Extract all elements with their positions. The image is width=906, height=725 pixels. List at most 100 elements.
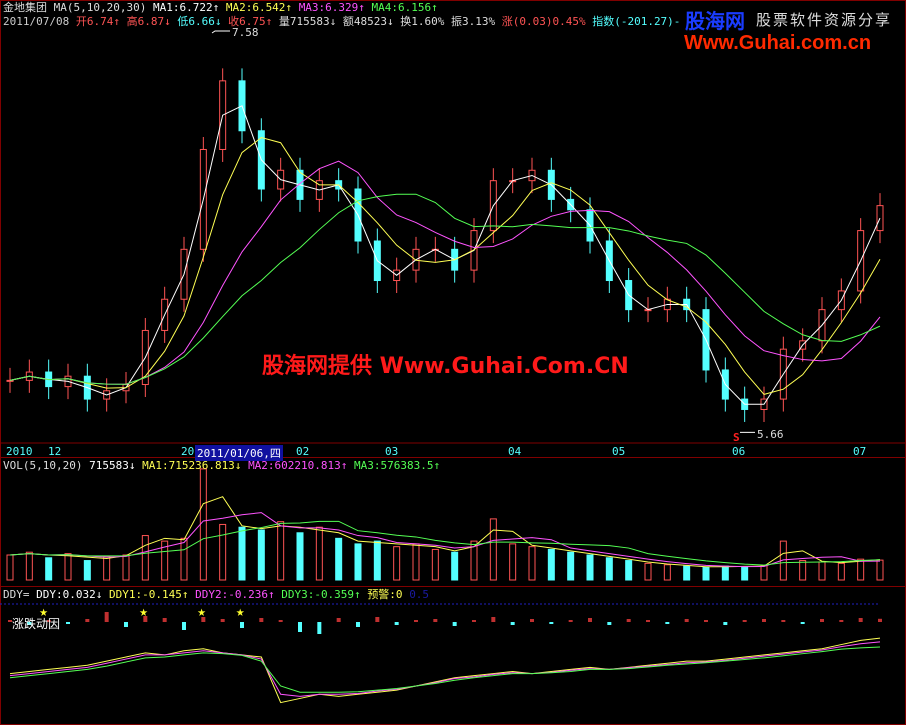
ddy-bar	[356, 622, 360, 627]
volume-bar	[296, 532, 304, 581]
quote-change: 涨(0.03)0.45%	[501, 15, 586, 28]
volume-bar	[702, 567, 710, 581]
x-label-2010: 2010	[6, 445, 33, 458]
ddy-bar	[259, 618, 264, 622]
vol-ma1: MA1:715236.813↓	[142, 459, 242, 472]
volume-bar	[721, 565, 729, 581]
vol-ma1-line	[9, 496, 881, 568]
signal-star-icon: ★	[39, 604, 48, 620]
quote-high: 高6.87↓	[126, 15, 171, 28]
volume-bar	[238, 526, 246, 581]
vol-label: VOL(5,10,20)	[3, 459, 83, 472]
ma4-value: MA4:6.156↑	[371, 1, 438, 14]
volume-bar	[760, 565, 768, 581]
volume-bar	[64, 553, 72, 581]
volume-bar	[547, 548, 555, 581]
volume-bar	[663, 564, 671, 581]
sell-signal-mark: S	[733, 431, 740, 444]
volume-bar	[741, 566, 749, 581]
quote-amount: 额48523↓	[342, 15, 394, 28]
quote-low: 低6.66↓	[177, 15, 222, 28]
volume-bar	[83, 560, 91, 581]
ddy-bar	[104, 612, 109, 622]
quote-date: 2011/07/08	[3, 15, 70, 28]
ddy-bar	[684, 619, 689, 622]
ma1-value: MA1:6.722↑	[152, 1, 220, 14]
ddy-bar	[781, 620, 786, 622]
x-label-cursor-prefix: 20	[181, 445, 195, 458]
ddy-bar	[723, 622, 728, 625]
quote-open: 开6.74↑	[75, 15, 120, 28]
main-header: 金地集团 MA(5,10,20,30) MA1:6.722↑ MA2:6.542…	[3, 1, 438, 14]
ddy-bar	[665, 622, 670, 624]
ddy-bar	[568, 620, 573, 622]
volume-bar	[605, 557, 613, 581]
ddy-bar	[278, 620, 283, 622]
ddy-bar	[549, 622, 554, 624]
ddy-bar	[800, 622, 805, 624]
volume-bar	[431, 548, 439, 581]
ma1-line	[9, 105, 881, 405]
signal-star-icon: ★	[139, 604, 148, 620]
ddy-bar	[530, 619, 534, 622]
quote-turnover: 换1.60%	[400, 15, 445, 28]
ddy-bar	[46, 620, 51, 622]
ddy-bar	[820, 619, 824, 622]
watermark-slogan: 股票软件资源分享	[756, 11, 893, 29]
center-watermark: 股海网提供 Www.Guhai.Com.CN	[262, 354, 629, 379]
ddy-bar	[220, 619, 225, 622]
volume-bar	[528, 546, 536, 581]
signal-star-icon: ★	[197, 604, 206, 620]
low-price-label: 5.66	[757, 428, 784, 441]
volume-bar	[625, 560, 633, 581]
watermark-url: Www.Guhai.com.cn	[684, 32, 872, 54]
ddy-bar	[839, 620, 844, 622]
ddy-header: DDY= DDY:0.032↓ DDY1:-0.145↑ DDY2:-0.236…	[3, 588, 429, 601]
ddy-bar	[878, 618, 882, 622]
ddy-bar	[375, 617, 380, 622]
watermark-brand: 股海网	[685, 9, 745, 33]
ddy-bar	[491, 617, 496, 622]
volume-bar	[876, 559, 884, 581]
ddy-bar	[298, 622, 302, 632]
ddy-bar	[742, 620, 747, 622]
x-label-03: 03	[385, 445, 399, 458]
x-label-02: 02	[296, 445, 310, 458]
warning-level: 0.5	[409, 588, 430, 601]
ddy-bar	[626, 619, 631, 622]
volume-bar	[199, 468, 207, 581]
ddy-value: DDY:0.032↓	[36, 588, 103, 601]
ddy-bar	[27, 622, 32, 625]
high-marker-line	[211, 30, 230, 34]
ddy-bar	[607, 622, 612, 625]
candle-body	[6, 379, 14, 382]
x-label-05: 05	[612, 445, 626, 458]
volume-bar	[219, 523, 227, 581]
ddy-bar	[8, 620, 12, 622]
ma3-line	[9, 160, 881, 385]
vol-ma3-line	[9, 520, 881, 566]
volume-bar	[799, 560, 807, 581]
volume-bar	[141, 535, 149, 581]
ddy-bar	[646, 620, 650, 622]
vol-value: 715583↓	[89, 459, 136, 472]
volume-bar	[122, 554, 130, 581]
ddy-bar	[394, 622, 399, 625]
cursor-date-label: 2011/01/06,四	[195, 445, 283, 461]
volume-bar	[45, 557, 53, 581]
volume-bar	[489, 518, 497, 581]
ma3-value: MA3:6.329↑	[298, 1, 365, 14]
signal-star-icon: ★	[236, 604, 245, 620]
ddy-bar	[240, 622, 244, 628]
high-price-label: 7.58	[232, 26, 259, 39]
volume-bar	[644, 562, 652, 581]
stock-name: 金地集团	[3, 1, 47, 14]
ma4-line	[9, 193, 881, 385]
ddy-bar	[336, 618, 341, 622]
vol-ma3: MA3:576383.5↑	[354, 459, 441, 472]
ddy-bar	[143, 616, 148, 622]
volume-bar	[180, 537, 188, 581]
vol-ma2: MA2:602210.813↑	[248, 459, 348, 472]
